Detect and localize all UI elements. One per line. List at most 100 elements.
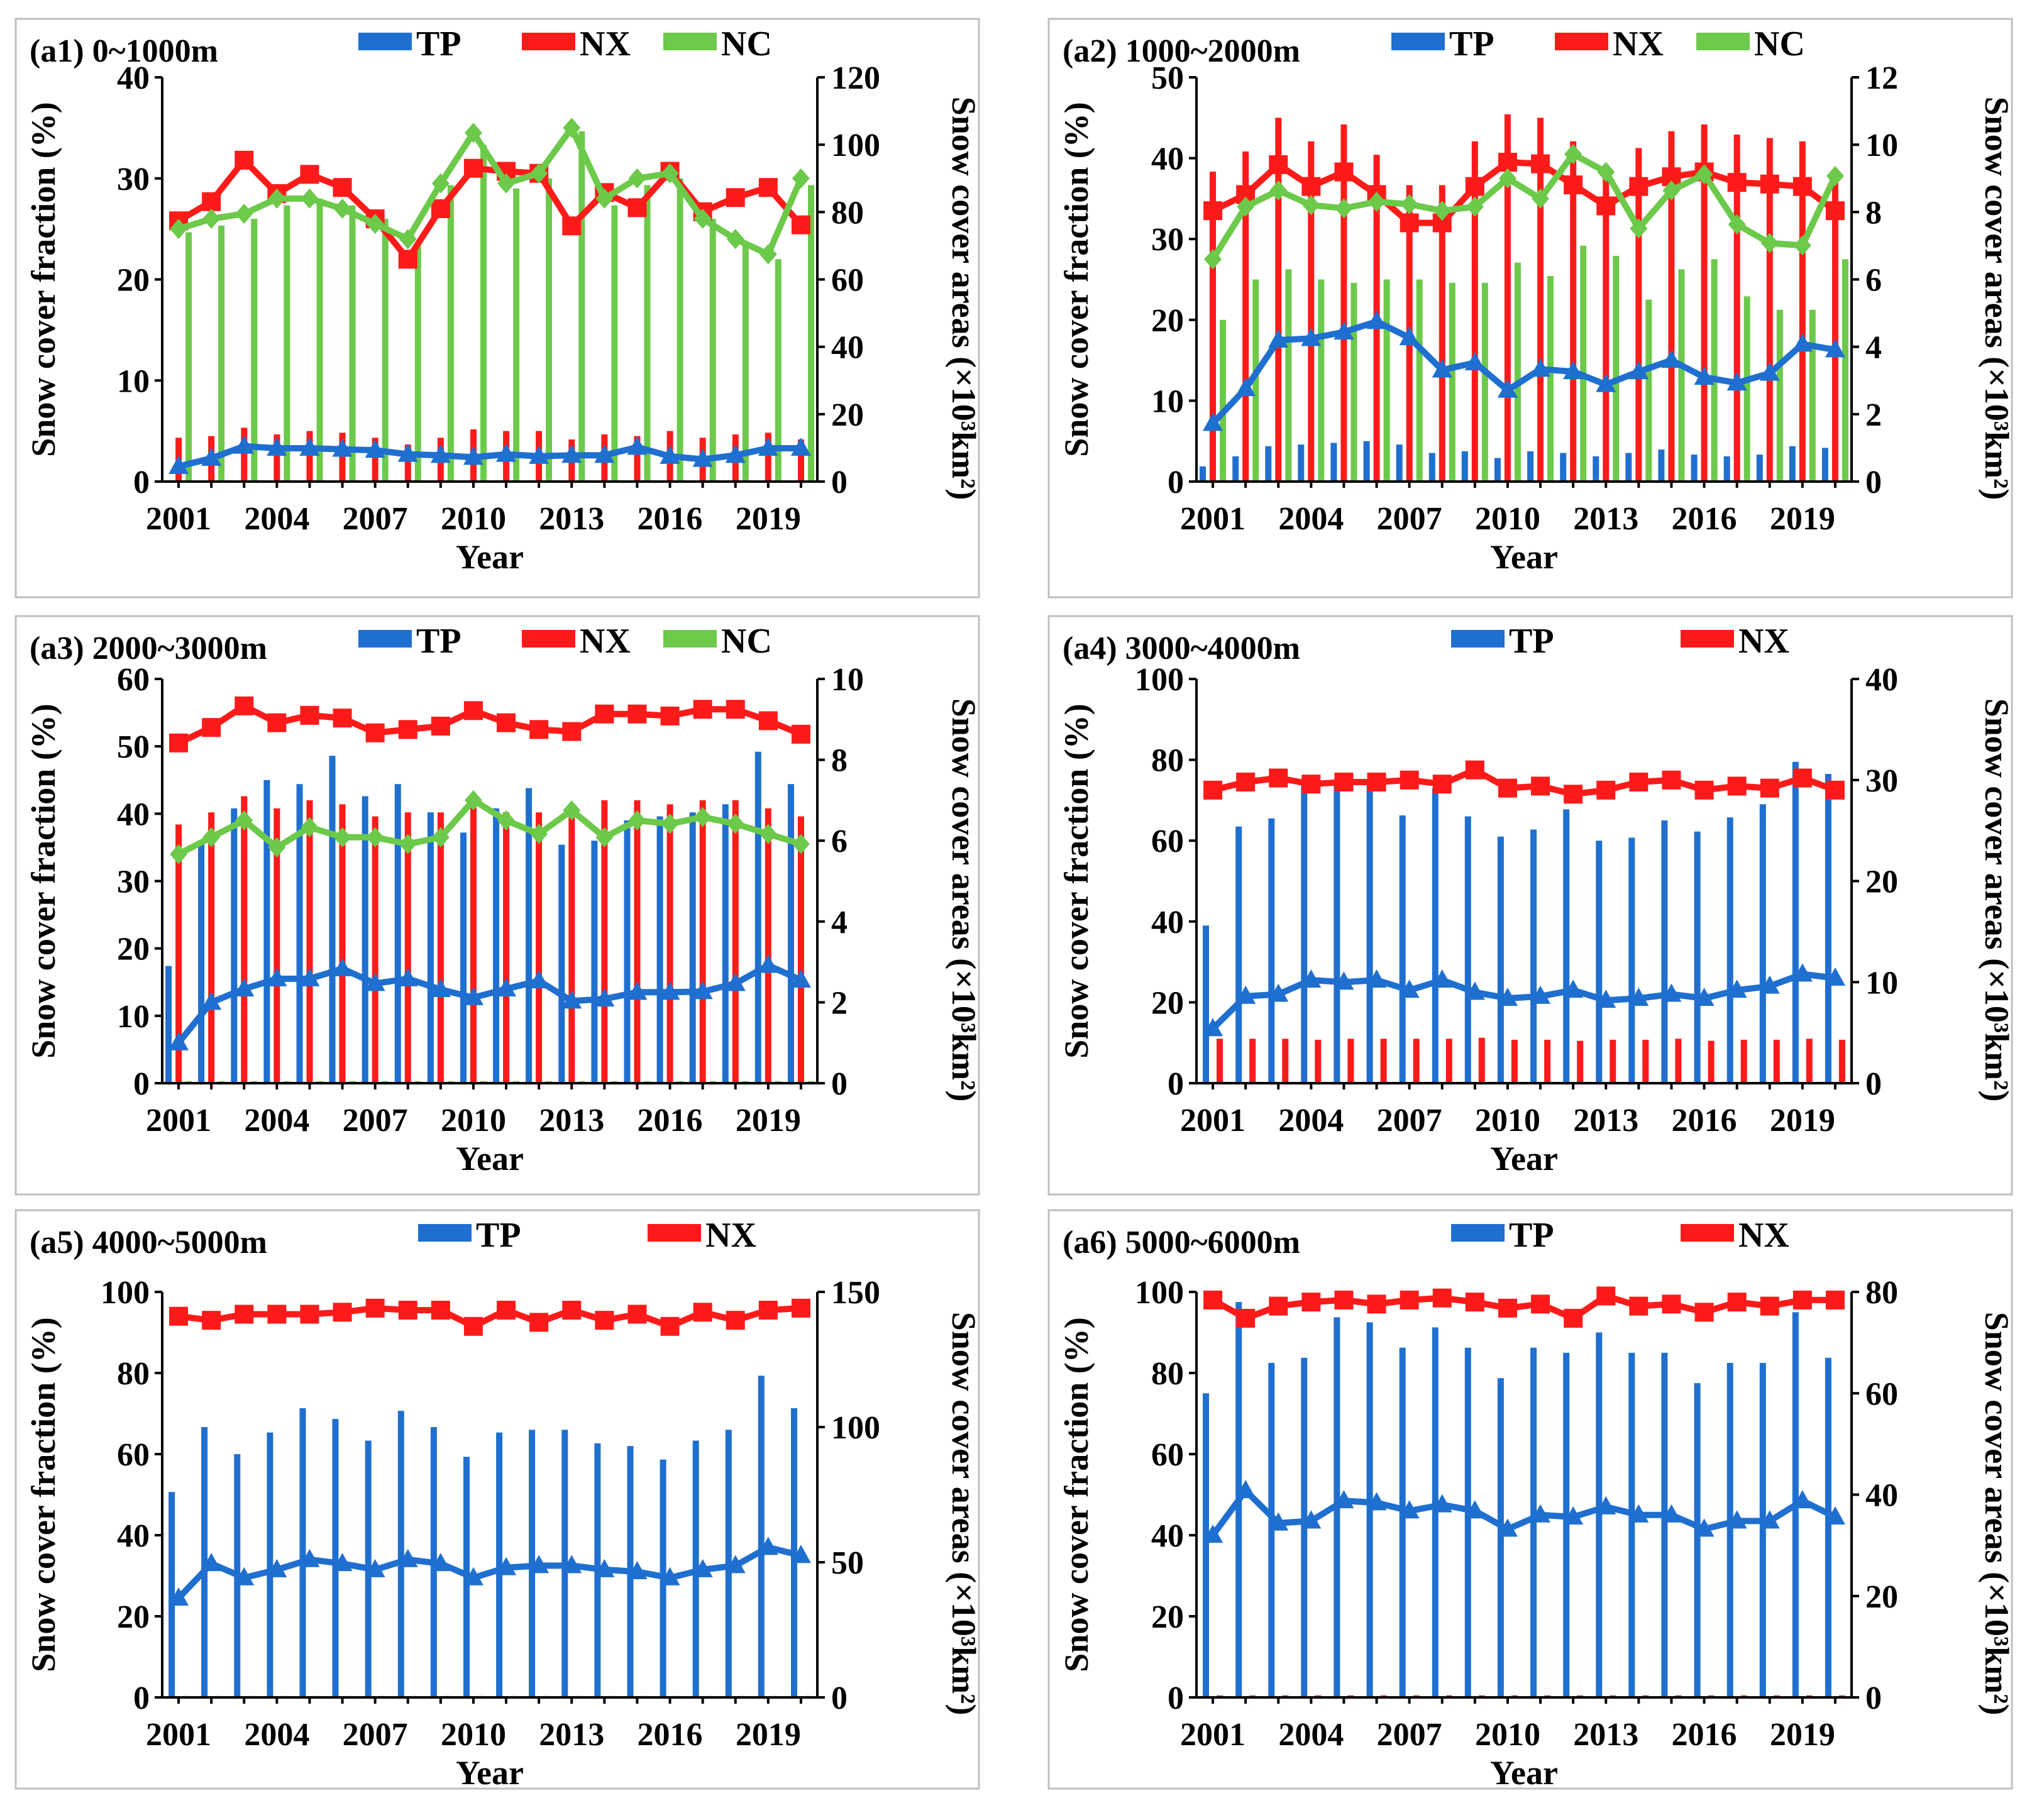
bar-nc-2006 [349, 205, 356, 482]
bar-tp-2006 [329, 756, 336, 1083]
marker-tp-2017 [692, 1558, 713, 1577]
marker-nx-2005 [300, 165, 319, 184]
bar-nc-2010 [1514, 262, 1521, 482]
marker-nc-2009 [1466, 196, 1484, 217]
marker-tp-2006 [1366, 311, 1387, 329]
x-tick-label: 2007 [343, 1717, 408, 1753]
bar-nx-2016 [1708, 1040, 1715, 1083]
bar-tp-2017 [689, 812, 696, 1083]
y-left-tick-label: 100 [1135, 662, 1184, 698]
marker-nx-2010 [1498, 1298, 1517, 1318]
y-left-tick-label: 60 [117, 662, 150, 698]
line-series-nx [169, 1298, 810, 1336]
y-left-tick-label: 100 [1135, 1275, 1184, 1311]
legend-label-tp: TP [1449, 25, 1494, 63]
y-left-axis-title: Snow cover fraction (%) [25, 1317, 62, 1672]
bar-nc-2001 [1220, 319, 1226, 482]
x-tick-label: 2001 [146, 1717, 211, 1753]
bar-tp-2019 [758, 1376, 765, 1697]
marker-tp-2010 [1497, 379, 1518, 398]
marker-nx-2015 [1662, 770, 1681, 790]
marker-tp-2005 [1334, 1490, 1354, 1509]
marker-nc-2017 [1728, 214, 1746, 235]
marker-nx-2018 [1760, 174, 1779, 194]
y-right-tick-label: 2 [1865, 397, 1882, 433]
bar-tp-2012 [1563, 809, 1570, 1083]
marker-nx-2001 [1203, 1290, 1223, 1310]
marker-nx-2020 [791, 215, 810, 234]
marker-nx-2020 [1825, 1290, 1845, 1310]
marker-nx-2011 [497, 713, 516, 732]
legend-label-nx: NX [580, 622, 631, 661]
y-left-tick-label: 10 [117, 999, 150, 1035]
y-right-axis-title: Snow cover areas (×10³km²) [945, 97, 983, 500]
bar-nc-2012 [1580, 245, 1587, 482]
y-left-tick-label: 10 [117, 363, 150, 399]
marker-nx-2017 [1727, 776, 1747, 796]
marker-nx-2013 [562, 216, 582, 236]
marker-tp-2008 [1432, 1494, 1452, 1513]
bar-nx-2018 [1773, 1039, 1780, 1083]
marker-nc-2009 [431, 173, 450, 194]
marker-nc-2006 [1367, 192, 1386, 212]
panel-title: (a4) 3000~4000m [1063, 631, 1300, 666]
marker-nx-2016 [660, 706, 680, 725]
y-left-tick-label: 50 [117, 729, 150, 765]
marker-tp-2003 [234, 435, 255, 454]
marker-tp-2001 [1203, 1525, 1223, 1543]
marker-nx-2005 [1334, 772, 1354, 791]
bar-nc-2004 [1318, 279, 1325, 482]
marker-nx-2001 [1203, 780, 1223, 800]
marker-nc-2001 [170, 844, 188, 864]
marker-tp-2017 [692, 448, 713, 467]
marker-nx-2008 [1432, 775, 1452, 794]
bar-nx-2007 [372, 816, 378, 1083]
bar-tp-2019 [1789, 446, 1796, 482]
marker-nx-2010 [463, 1316, 483, 1336]
marker-nx-2015 [1662, 1294, 1681, 1314]
bar-nx-2012 [1577, 1040, 1584, 1083]
line-series-nx [1203, 1286, 1845, 1328]
bar-tp-2001 [168, 1492, 175, 1697]
y-right-tick-label: 4 [1865, 330, 1882, 366]
bar-nx-2014 [1635, 148, 1642, 482]
y-right-tick-label: 0 [831, 465, 848, 500]
bar-tp-2008 [394, 784, 401, 1083]
bar-nx-2004 [273, 808, 280, 1083]
marker-nc-2020 [792, 168, 810, 189]
marker-tp-2012 [1563, 361, 1584, 380]
marker-tp-2013 [561, 990, 582, 1009]
legend-label-nc: NC [1754, 25, 1805, 63]
marker-nx-2006 [1367, 1294, 1386, 1314]
marker-nx-2019 [758, 711, 778, 731]
y-left-tick-label: 10 [1151, 383, 1184, 419]
marker-nx-2013 [562, 1301, 582, 1320]
marker-nx-2004 [267, 1304, 287, 1324]
bar-nx-2002 [1249, 1039, 1256, 1083]
y-left-axis-title: Snow cover fraction (%) [1058, 102, 1095, 456]
marker-nx-2002 [202, 718, 221, 737]
marker-nx-2004 [1301, 1293, 1321, 1312]
bar-nc-2014 [1645, 299, 1652, 482]
marker-nx-2001 [1203, 201, 1223, 221]
marker-tp-2018 [1759, 975, 1780, 994]
y-left-tick-label: 60 [1151, 1437, 1184, 1473]
y-left-tick-label: 0 [1168, 465, 1184, 500]
x-tick-label: 2010 [441, 501, 506, 537]
marker-nc-2019 [759, 824, 777, 844]
marker-nc-2012 [1564, 144, 1582, 165]
marker-nx-2014 [1629, 1296, 1649, 1316]
marker-tp-2001 [1203, 1018, 1223, 1037]
legend-label-tp: TP [476, 1216, 521, 1255]
x-tick-label: 2001 [1180, 1103, 1245, 1139]
bar-nx-2014 [601, 800, 608, 1083]
bar-tp-2005 [1330, 443, 1337, 482]
marker-tp-2015 [1661, 350, 1682, 368]
bar-nc-2011 [1547, 276, 1554, 482]
marker-nx-2006 [333, 1303, 352, 1322]
marker-nc-2018 [726, 813, 744, 834]
bar-nx-2019 [1799, 141, 1806, 482]
y-right-tick-label: 30 [1865, 763, 1898, 799]
bar-tp-2002 [201, 1427, 208, 1697]
bar-nx-2010 [1511, 1039, 1518, 1083]
